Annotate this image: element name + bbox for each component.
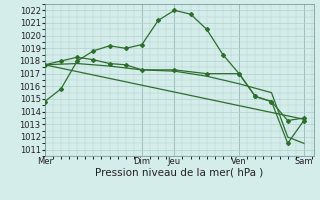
X-axis label: Pression niveau de la mer( hPa ): Pression niveau de la mer( hPa ) bbox=[95, 168, 263, 178]
